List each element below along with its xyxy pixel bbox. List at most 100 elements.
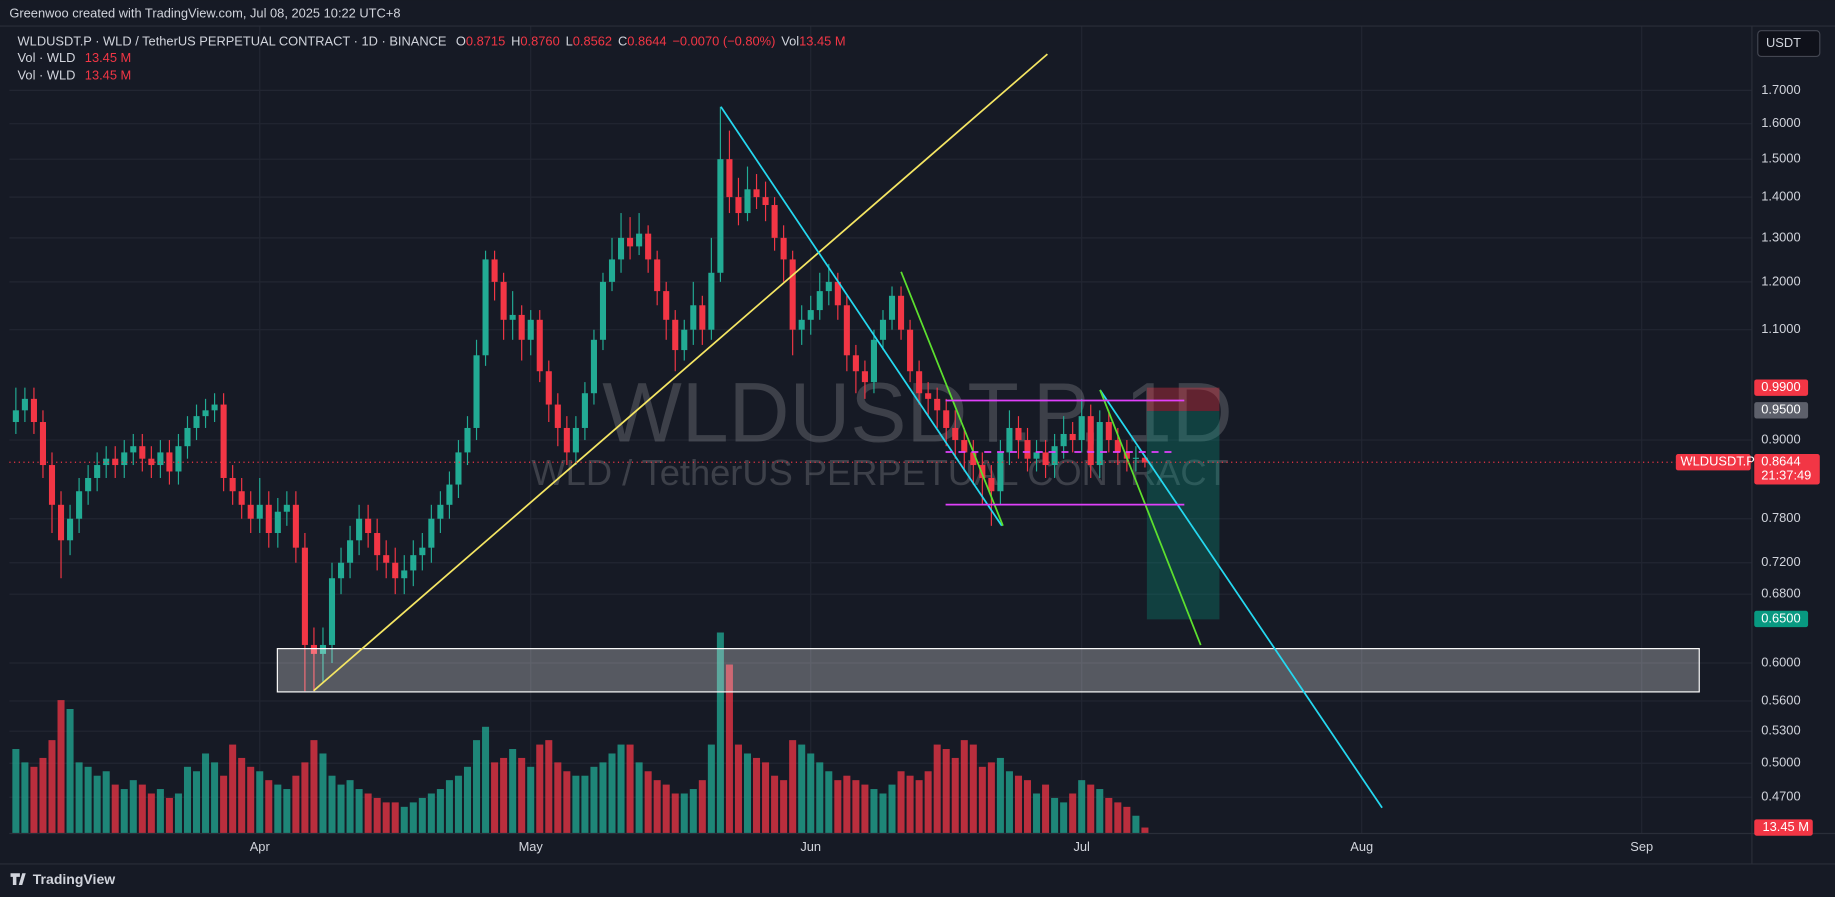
volume-bar [1033, 793, 1041, 834]
candle-body [238, 491, 245, 505]
volume-bar [743, 753, 752, 834]
volume-bar [852, 780, 860, 834]
volume-bar [165, 797, 173, 834]
volume-bar [436, 789, 444, 834]
volume-bar [265, 780, 273, 834]
candle-body [563, 427, 570, 453]
h-label: H [511, 34, 520, 49]
candle-body [356, 518, 363, 541]
candle-body [482, 259, 489, 356]
candle-body [85, 477, 92, 492]
candle-body [437, 504, 444, 519]
volume-bar [978, 766, 986, 834]
candle-body [1060, 433, 1067, 447]
candle-body [708, 272, 715, 330]
high: 0.8760 [520, 34, 559, 49]
candle-body [121, 452, 128, 466]
candle-body [870, 339, 877, 383]
volume-bar [707, 744, 715, 834]
volume-bar [834, 780, 842, 834]
trend-line [313, 53, 1048, 692]
volume-bar [762, 762, 770, 834]
currency-button[interactable] [1757, 30, 1821, 58]
y-tick-label: 1.2000 [1761, 273, 1800, 288]
c-label: C [618, 34, 627, 49]
candle-body [771, 205, 778, 238]
volume-bar [400, 806, 408, 834]
support-zone [276, 648, 1700, 693]
candle-body [527, 319, 534, 340]
volume-bar [1042, 784, 1050, 834]
volume-bar [798, 744, 806, 834]
candle-body [825, 281, 832, 292]
volume-bar [653, 780, 661, 834]
volume-bar [1132, 815, 1140, 834]
candle-body [608, 259, 616, 282]
candle-body [762, 197, 769, 206]
indicator-value: 13.45 M [85, 68, 131, 83]
channel-line [1099, 389, 1383, 809]
volume-bar [346, 780, 354, 834]
volume-bar [229, 744, 237, 834]
symbol: WLDUSDT.P · WLD / TetherUS PERPETUAL CON… [18, 34, 447, 49]
y-tick-label: 0.5600 [1761, 692, 1800, 707]
candle-body [365, 518, 372, 534]
candle-body [310, 644, 317, 654]
volume-bar [1087, 784, 1095, 834]
grid [9, 26, 1752, 834]
candle-body [1069, 433, 1076, 441]
candle-body [21, 398, 28, 411]
volume-bar [39, 757, 47, 834]
candle-body [554, 404, 561, 428]
candle-body [383, 555, 390, 563]
indicator-value: 13.45 M [85, 50, 131, 65]
volume-bar [563, 771, 571, 834]
volume-bar [355, 789, 363, 834]
volume-bar [861, 784, 869, 834]
vol-label: Vol [781, 34, 799, 49]
x-tick-label: May [519, 839, 544, 854]
candle-body [76, 491, 83, 519]
volume-bar [48, 740, 56, 834]
candle-body [988, 477, 995, 492]
volume-bar [789, 740, 797, 834]
candle-body [202, 410, 209, 417]
y-tick-label: 1.3000 [1761, 229, 1800, 244]
price-label-box [1754, 402, 1809, 419]
candle-body [175, 446, 182, 472]
volume-bar [933, 744, 941, 834]
last-price: 0.8644 [1761, 454, 1800, 469]
volume-bar [635, 762, 643, 834]
volume-bar [174, 793, 182, 834]
volume-bar [906, 775, 914, 834]
volume-bar [581, 775, 589, 834]
volume-bar [725, 664, 733, 834]
currency[interactable]: USDT [1766, 35, 1801, 50]
candle-body [30, 398, 37, 423]
volume-bar [1123, 806, 1131, 834]
volume-bar [445, 780, 453, 834]
price-label-box [1754, 610, 1809, 628]
volume-bar [75, 762, 83, 834]
volume-bar [825, 771, 833, 834]
y-tick-label: 1.7000 [1761, 82, 1800, 97]
candle-body [888, 295, 896, 320]
volume-bar [1051, 797, 1059, 834]
y-tick-label: 0.7800 [1761, 510, 1800, 525]
candle-body [193, 416, 200, 428]
candle-body [48, 465, 56, 505]
candle-body [184, 427, 191, 447]
volume-bar [951, 757, 959, 834]
candle-body [753, 189, 760, 198]
candle-body [419, 547, 426, 556]
volume-bar [915, 780, 923, 834]
volume-bar [960, 740, 968, 834]
volume-bar [364, 793, 372, 834]
y-tick-label: 0.5300 [1761, 723, 1800, 738]
volume-bar [1096, 789, 1104, 834]
volume-bar [491, 762, 499, 834]
last-price-box [1754, 454, 1820, 485]
candle-body [599, 281, 607, 340]
legend-line: WLDUSDT.P · WLD / TetherUS PERPETUAL CON… [18, 34, 846, 49]
candle-body [717, 159, 724, 273]
